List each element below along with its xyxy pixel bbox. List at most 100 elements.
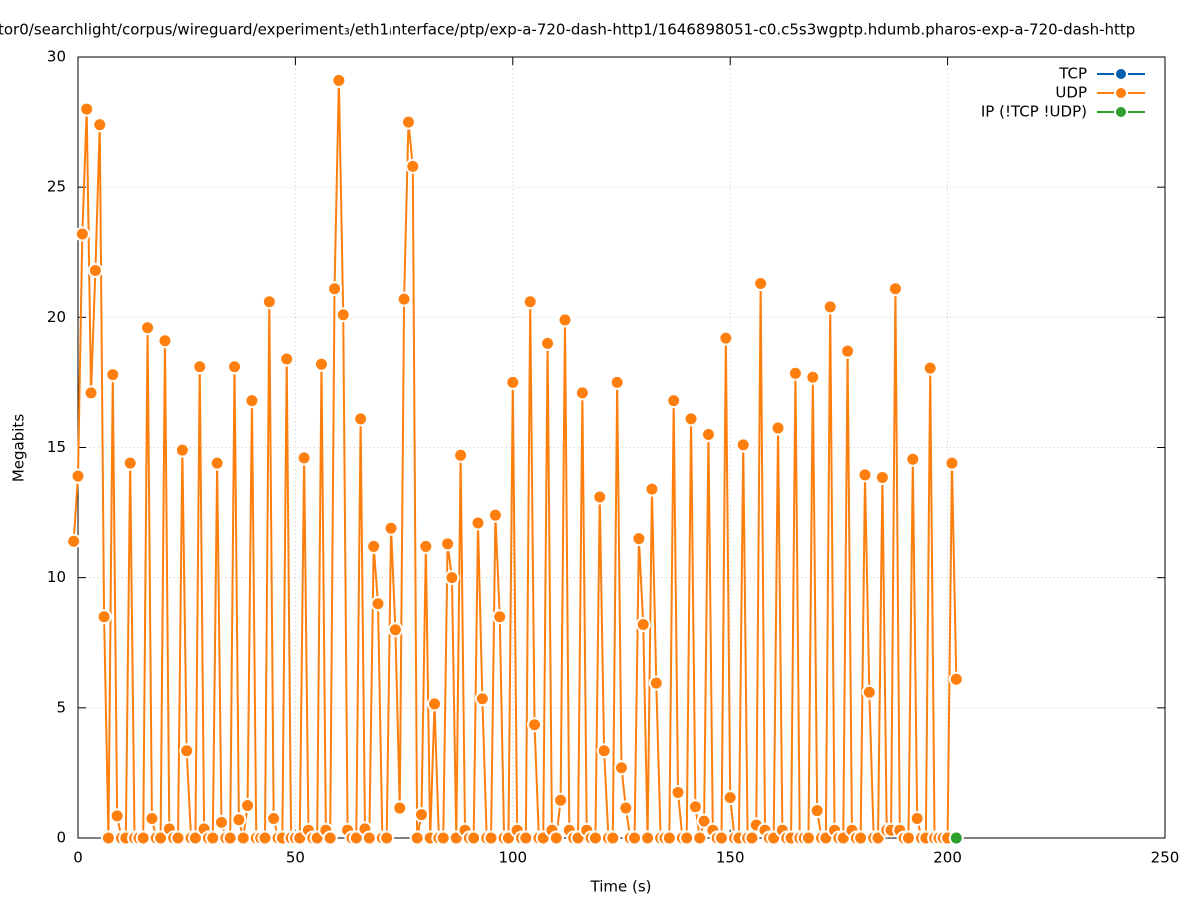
data-point [909,810,925,826]
data-point [887,281,903,297]
data-point [470,515,486,531]
data-point [140,320,156,336]
data-point [548,830,564,846]
data-point [648,675,664,691]
data-point [244,393,260,409]
data-point [405,158,421,174]
data-point [753,275,769,291]
x-tick-label: 150 [716,849,745,867]
data-point [874,469,890,485]
data-point [861,684,877,700]
data-point [618,800,634,816]
y-tick-label: 5 [56,698,66,716]
data-point [692,830,708,846]
legend-label: IP (!TCP !UDP) [981,103,1087,121]
data-point [240,797,256,813]
data-point [744,830,760,846]
data-point [683,411,699,427]
data-point [144,810,160,826]
data-point [635,617,651,633]
data-point [313,356,329,372]
data-point [296,450,312,466]
data-point [396,291,412,307]
data-point [948,671,964,687]
data-point [361,830,377,846]
data-point [948,830,964,846]
data-point [483,830,499,846]
x-tick-label: 200 [933,849,962,867]
data-point [418,538,434,554]
data-point [74,226,90,242]
data-point [644,481,660,497]
data-point [696,813,712,829]
data-point [809,803,825,819]
data-point [96,609,112,625]
data-point [261,294,277,310]
legend-label: UDP [1055,84,1087,102]
data-point [335,307,351,323]
data-point [87,262,103,278]
data-point [474,691,490,707]
data-point [227,359,243,375]
y-tick-label: 25 [47,178,66,196]
data-point [605,830,621,846]
data-point [392,800,408,816]
data-point [840,343,856,359]
data-point [661,830,677,846]
chart-title: tor0/searchlight/corpus/wireguard/experi… [0,21,1135,39]
data-point [592,489,608,505]
data-point [487,507,503,523]
x-tick-label: 250 [1151,849,1180,867]
data-point [518,830,534,846]
data-point [231,812,247,828]
data-point [92,117,108,133]
data-point [109,808,125,824]
data-point [679,830,695,846]
data-point [805,369,821,385]
data-point [627,830,643,846]
data-point [596,743,612,759]
data-point [409,830,425,846]
data-point [492,609,508,625]
data-point [370,596,386,612]
data-point [453,447,469,463]
data-point [527,717,543,733]
legend-label: TCP [1058,65,1087,83]
data-point [574,385,590,401]
data-point [192,359,208,375]
data-point [787,365,803,381]
data-point [857,467,873,483]
data-point [279,351,295,367]
series-line [72,80,958,842]
data-point [105,367,121,383]
y-tick-label: 15 [47,438,66,456]
data-point [822,299,838,315]
data-point [466,830,482,846]
data-point [614,760,629,776]
data-point [670,784,686,800]
x-tick-label: 50 [286,849,305,867]
data-point [735,437,751,453]
data-point [266,810,282,826]
y-tick-label: 20 [47,308,66,326]
data-point [413,807,429,823]
data-point [70,468,86,484]
data-point [170,830,186,846]
data-point [427,696,443,712]
data-point [79,101,95,117]
data-point [179,743,195,759]
data-point [322,830,338,846]
data-point [135,830,151,846]
data-point [440,536,456,552]
data-point [83,385,99,401]
data-point [366,538,382,554]
data-point [557,312,573,328]
data-point [174,442,190,458]
y-tick-label: 0 [56,829,66,847]
data-point [714,830,730,846]
data-point [722,790,738,806]
data-point [157,333,173,349]
data-point [205,830,221,846]
x-tick-label: 0 [73,849,83,867]
